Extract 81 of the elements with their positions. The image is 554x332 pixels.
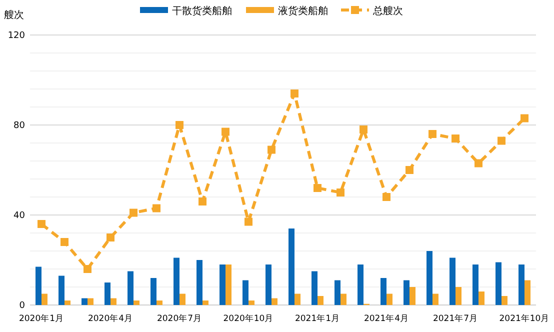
y-axis-title: 艘次 — [4, 9, 24, 21]
point — [60, 238, 68, 246]
bar — [340, 294, 346, 305]
point — [198, 198, 206, 206]
legend-label: 总艘次 — [372, 5, 403, 17]
point — [152, 204, 160, 212]
bar — [312, 271, 318, 305]
x-tick-label: 2020年1月 — [18, 313, 64, 324]
bar — [58, 276, 64, 305]
y-tick-label: 80 — [14, 121, 26, 132]
bar — [288, 228, 294, 305]
x-tick-label: 2021年1月 — [294, 313, 340, 324]
bar — [242, 280, 248, 305]
bar — [110, 298, 116, 305]
bar — [266, 264, 272, 305]
bar — [496, 262, 502, 305]
point — [84, 265, 92, 273]
x-tick-label: 2021年7月 — [432, 313, 478, 324]
bar — [334, 280, 340, 305]
bar — [196, 260, 202, 305]
legend-label: 液货类船舶 — [278, 5, 328, 17]
x-tick-label: 2020年10月 — [223, 313, 274, 324]
bar — [42, 294, 48, 305]
point — [474, 159, 482, 168]
bar — [36, 266, 42, 305]
point — [498, 136, 506, 145]
point — [360, 126, 368, 134]
point — [336, 188, 344, 196]
bar — [410, 287, 416, 305]
bar — [134, 300, 140, 305]
bar — [226, 264, 232, 305]
y-tick-label: 120 — [8, 31, 26, 42]
bar — [220, 264, 226, 305]
bar — [502, 296, 508, 305]
point — [428, 130, 436, 138]
point — [176, 121, 184, 129]
point — [38, 220, 46, 228]
bar — [432, 294, 438, 305]
bar — [64, 300, 70, 305]
x-tick-label: 2020年7月 — [156, 313, 202, 324]
point — [268, 146, 276, 154]
point — [452, 134, 460, 142]
legend-label: 干散货类船舶 — [172, 5, 232, 17]
bar — [386, 294, 392, 305]
bar — [478, 292, 484, 305]
point — [244, 218, 252, 226]
x-tick-label: 2020年4月 — [88, 313, 134, 324]
bar — [518, 264, 524, 305]
bar — [426, 251, 432, 305]
bar — [318, 296, 324, 305]
x-tick-label: 2021年10月 — [499, 313, 550, 324]
bar — [456, 287, 462, 305]
bar — [202, 300, 208, 305]
bar — [380, 278, 386, 305]
bar — [104, 282, 110, 305]
y-tick-label: 0 — [19, 301, 26, 312]
bar — [472, 264, 478, 305]
x-tick-label: 2021年4月 — [364, 313, 410, 324]
bar — [294, 294, 300, 305]
y-tick-label: 40 — [14, 211, 26, 222]
bar — [358, 264, 364, 305]
point — [520, 114, 528, 122]
point — [106, 234, 114, 242]
bar — [150, 278, 156, 305]
bar — [174, 258, 180, 305]
bar — [524, 280, 530, 305]
bar — [248, 300, 254, 305]
point — [406, 166, 414, 174]
bar — [450, 258, 456, 305]
bar — [82, 298, 88, 305]
point — [314, 184, 322, 192]
point — [130, 208, 138, 217]
point — [290, 90, 298, 98]
bar — [128, 271, 134, 305]
bar — [156, 300, 162, 305]
point — [222, 128, 230, 136]
bar — [272, 298, 278, 305]
bar — [404, 280, 410, 305]
bar — [88, 298, 94, 305]
bar — [180, 294, 186, 305]
point — [382, 193, 390, 201]
